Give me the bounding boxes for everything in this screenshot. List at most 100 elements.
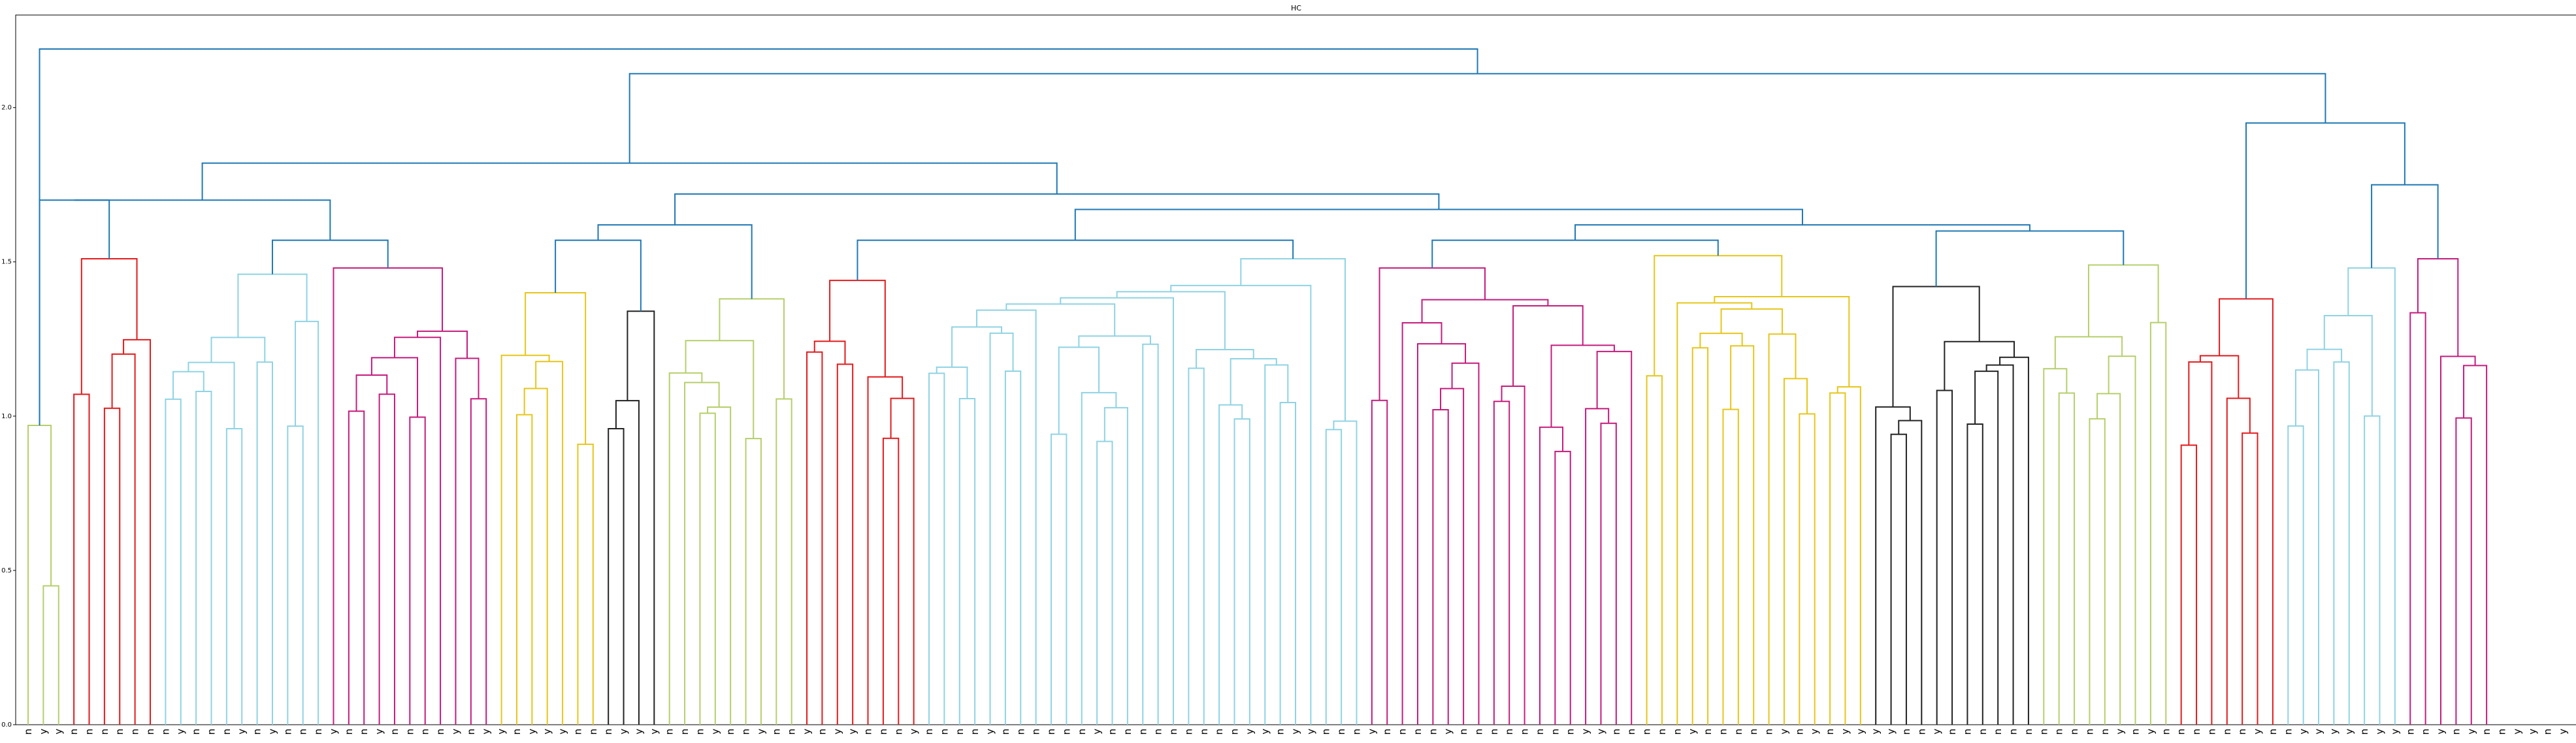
dendrogram-link [951,326,1003,367]
dendrogram-link [1600,422,1617,725]
leaf-label: n [1229,729,1241,735]
leaf-label: n [419,729,431,735]
dendrogram-link [2089,418,2106,725]
dendrogram-link [775,398,792,725]
leaf-label: n [1900,729,1912,735]
leaf-label: n [1320,729,1332,735]
dendrogram-link [500,354,550,725]
leaf-label: y [1778,729,1790,735]
dendrogram-link [699,412,716,725]
dendrogram-link [256,361,273,725]
dendrogram-link [39,48,1478,425]
dendrogram-link [745,438,762,725]
dendrogram-link [1196,348,1254,369]
leaf-label: n [297,729,309,735]
leaf-label: n [2404,729,2416,735]
leaf-label: n [2267,729,2279,735]
leaf-label: n [786,729,798,735]
leaf-label: y [2511,729,2523,735]
dendrogram-link [2364,415,2381,725]
leaf-label: y [175,729,187,735]
leaf-label: n [1045,729,1057,735]
leaf-label: n [1473,729,1484,735]
leaf-label: n [1015,729,1026,735]
y-tick-label: 1.5 [1,259,12,266]
leaf-label: n [1397,729,1409,735]
leaf-label: y [648,729,660,735]
leaf-label: n [1412,729,1424,735]
dendrogram-link [2455,417,2472,725]
leaf-label: n [1717,729,1729,735]
dendrogram-link [370,357,419,418]
dendrogram-link [1875,406,1911,725]
leaf-label: n [2099,729,2111,735]
dendrogram-link [627,310,655,725]
dendrogram-link [333,267,444,725]
leaf-label: n [1060,729,1072,735]
leaf-label: n [2236,729,2248,735]
dendrogram-link [1240,258,1346,421]
leaf-label: n [1107,729,1118,735]
leaf-label: n [862,729,874,735]
dendrogram-link [1985,364,2014,725]
dendrogram-links [27,48,2488,725]
leaf-label: n [1763,729,1775,735]
leaf-label: n [1748,729,1759,735]
leaf-label: y [709,729,721,735]
leaf-label: y [2114,729,2126,735]
dendrogram-link [2188,361,2213,725]
dendrogram-link [42,585,59,725]
leaf-label: n [694,729,706,735]
leaf-label: n [2542,729,2554,735]
dendrogram-link [684,382,720,725]
dendrogram-link [470,398,487,725]
leaf-label: y [1839,729,1851,735]
leaf-label: n [358,729,370,735]
leaf-label: n [740,729,752,735]
leaf-label: n [343,729,355,735]
dendrogram-link [123,338,151,725]
leaf-label: y [53,729,65,735]
leaf-label: y [985,729,996,735]
leaf-label: y [847,729,858,735]
dendrogram-link [210,337,266,363]
dendrogram-link [976,309,1037,725]
leaf-label: n [205,729,217,735]
dendrogram-link [172,371,204,399]
dendrogram-link [1096,440,1113,725]
leaf-label: n [282,729,293,735]
dendrogram-link [813,340,846,365]
dendrogram-link [39,199,110,425]
leaf-label: n [159,729,171,735]
dendrogram-link [1654,255,1783,376]
leaf-label: y [374,729,385,735]
dendrogram-link [1550,344,1615,427]
y-tick-label: 0.5 [1,567,12,574]
dendrogram-link [1944,340,2015,391]
leaf-label: n [602,729,614,735]
leaf-label: n [1198,729,1210,735]
y-tick-label: 1.0 [1,413,12,420]
dendrogram-link [668,372,703,725]
leaf-label: n [1519,729,1531,735]
leaf-label: y [1809,729,1821,735]
leaf-label: y [2298,729,2309,735]
leaf-label: y [2328,729,2340,735]
dendrogram-link [1440,388,1465,725]
dendrogram-link [1596,350,1633,725]
leaf-label: n [2191,729,2202,735]
leaf-label: n [114,729,125,735]
leaf-label: n [2358,729,2370,735]
leaf-label: n [1152,729,1164,735]
leaf-label: y [2374,729,2386,735]
leaf-label: y [1366,729,1378,735]
dendrogram-link [1699,333,1743,348]
dendrogram-link [378,393,395,725]
leaf-label: n [1427,729,1439,735]
leaf-label: n [2420,729,2432,735]
dendrogram-link [936,366,968,399]
leaf-label: y [2343,729,2355,735]
dendrogram-link [707,406,732,725]
dendrogram-link [1783,378,1808,725]
